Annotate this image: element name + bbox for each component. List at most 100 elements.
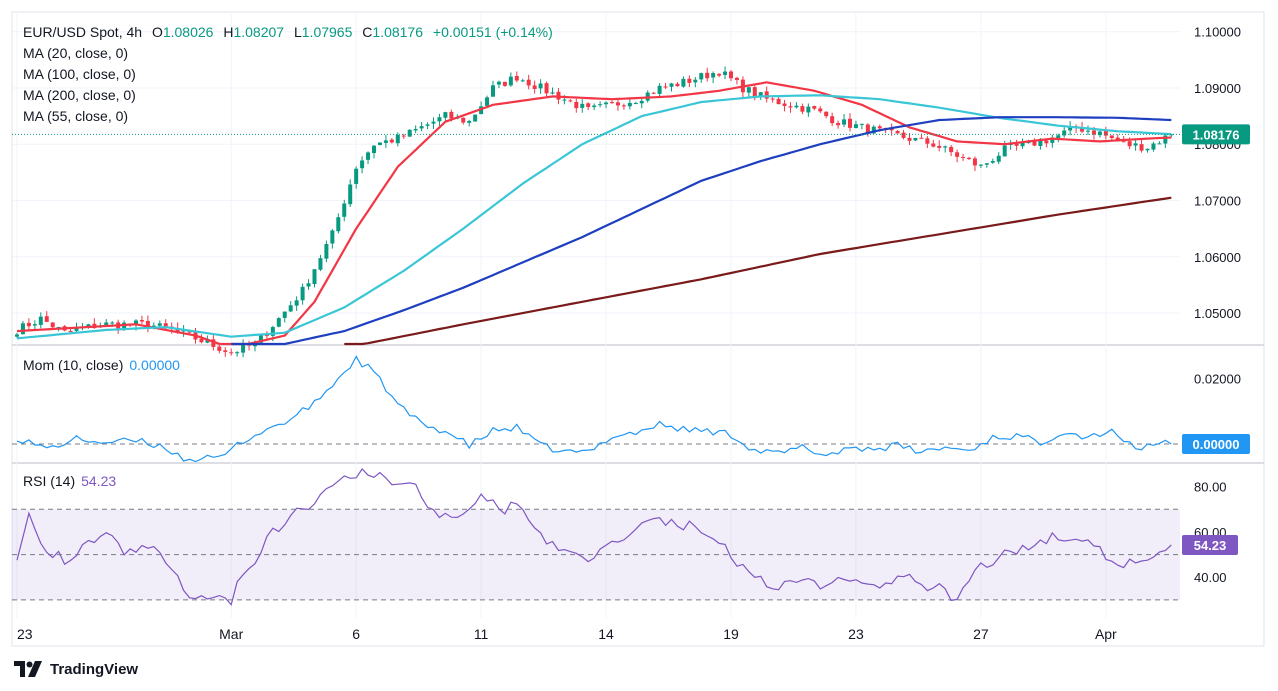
- candle-body: [354, 168, 359, 184]
- candle-body: [586, 103, 591, 108]
- ma20-legend[interactable]: MA (20, close, 0): [23, 45, 129, 61]
- candle-body: [901, 132, 906, 138]
- candle-body: [491, 85, 495, 97]
- candle-body: [437, 117, 442, 122]
- candle-body: [74, 328, 79, 332]
- candle-body: [580, 103, 585, 108]
- candle-body: [598, 104, 603, 106]
- candle-body: [413, 128, 418, 131]
- candle-body: [693, 79, 698, 83]
- candle-body: [1127, 141, 1132, 147]
- candle-body: [104, 322, 109, 326]
- candle-body: [32, 324, 37, 326]
- candle-body: [145, 320, 150, 328]
- mom-legend[interactable]: Mom (10, close) 0.00000: [23, 357, 180, 373]
- ma55-legend[interactable]: MA (55, close, 0): [23, 108, 129, 124]
- candle-body: [300, 286, 305, 301]
- candle-body: [729, 71, 733, 79]
- candle-body: [853, 124, 858, 129]
- grid: [11, 11, 1265, 647]
- rsi-legend[interactable]: RSI (14) 54.23: [23, 473, 116, 489]
- time-axis-label: 14: [598, 626, 614, 642]
- candle-body: [205, 340, 210, 343]
- brand-name: TradingView: [50, 660, 139, 678]
- candle-body: [449, 111, 454, 119]
- candle-body: [110, 322, 115, 324]
- candle-body: [401, 135, 406, 137]
- candle-body: [395, 134, 400, 144]
- candle-body: [366, 152, 371, 160]
- candle-body: [925, 138, 930, 144]
- rsi-title: RSI (14): [23, 473, 76, 489]
- candle-body: [1145, 148, 1150, 151]
- candle-body: [383, 140, 388, 143]
- candle-body: [937, 145, 942, 148]
- rsi-value-label: 54.23: [1194, 538, 1227, 553]
- chart-frame: [11, 11, 1265, 647]
- candle-body: [443, 112, 448, 118]
- price-axis-label: 1.10000: [1194, 25, 1241, 40]
- time-axis-label: Apr: [1095, 626, 1117, 642]
- candle-body: [627, 102, 632, 107]
- candle-body: [705, 72, 710, 79]
- candle-body: [348, 184, 353, 205]
- candle-body: [949, 146, 954, 153]
- candle-body: [1038, 140, 1043, 147]
- candle-body: [877, 126, 882, 129]
- candle-body: [812, 106, 817, 109]
- candle-body: [342, 203, 347, 217]
- price-axis-label: 1.06000: [1194, 250, 1241, 265]
- candle-body: [865, 124, 870, 133]
- candle-body: [312, 269, 317, 284]
- candle-body: [1062, 130, 1067, 136]
- price-axis-label: 1.07000: [1194, 194, 1241, 209]
- candle-body: [336, 217, 341, 232]
- candle-body: [1109, 135, 1114, 139]
- open-value: 1.08026: [162, 24, 214, 40]
- candle-body: [419, 126, 424, 129]
- candle-body: [151, 325, 156, 328]
- symbol-title: EUR/USD Spot, 4h: [23, 24, 143, 40]
- candle-body: [1068, 126, 1073, 131]
- candle-body: [1056, 135, 1061, 140]
- candle-body: [592, 105, 597, 108]
- candle-body: [1032, 141, 1037, 146]
- candle-body: [360, 160, 365, 169]
- tradingview-brand[interactable]: TradingView: [14, 659, 138, 679]
- candle-body: [651, 92, 656, 94]
- candle-body: [746, 87, 751, 93]
- candle-body: [425, 124, 430, 126]
- candle-body: [978, 164, 983, 166]
- price-axis-label: 1.09000: [1194, 81, 1241, 96]
- candle-body: [675, 83, 680, 87]
- rsi-axis-label: 40.00: [1194, 570, 1227, 585]
- candle-body: [1014, 143, 1019, 146]
- candle-body: [86, 324, 91, 328]
- candle-body: [758, 92, 763, 97]
- rsi-value: 54.23: [81, 473, 117, 489]
- rsi-pane[interactable]: [12, 468, 1180, 606]
- ma200-legend[interactable]: MA (200, close, 0): [23, 87, 136, 103]
- candle-body: [859, 123, 864, 125]
- candle-body: [26, 322, 31, 327]
- momentum-pane[interactable]: [12, 355, 1180, 463]
- candle-body: [972, 158, 977, 166]
- candle-body: [1163, 135, 1168, 144]
- candle-body: [431, 121, 436, 124]
- change-value: +0.00151 (+0.14%): [432, 24, 553, 40]
- ma100-legend[interactable]: MA (100, close, 0): [23, 66, 136, 82]
- candle-body: [526, 79, 531, 86]
- candle-body: [330, 230, 335, 244]
- candle-body: [407, 129, 412, 137]
- candle-body: [467, 120, 472, 123]
- candle-body: [824, 111, 829, 117]
- candle-body: [996, 155, 1001, 162]
- candle-body: [389, 139, 394, 143]
- candle-body: [800, 106, 805, 112]
- time-axis-label: 11: [474, 626, 489, 642]
- candle-body: [270, 327, 275, 336]
- price-pane[interactable]: [12, 66, 1180, 358]
- candle-body: [532, 85, 537, 89]
- axes: 23 Mar 6 11 14 19 23 27 Apr1.100001.090001.08000…: [17, 25, 1250, 642]
